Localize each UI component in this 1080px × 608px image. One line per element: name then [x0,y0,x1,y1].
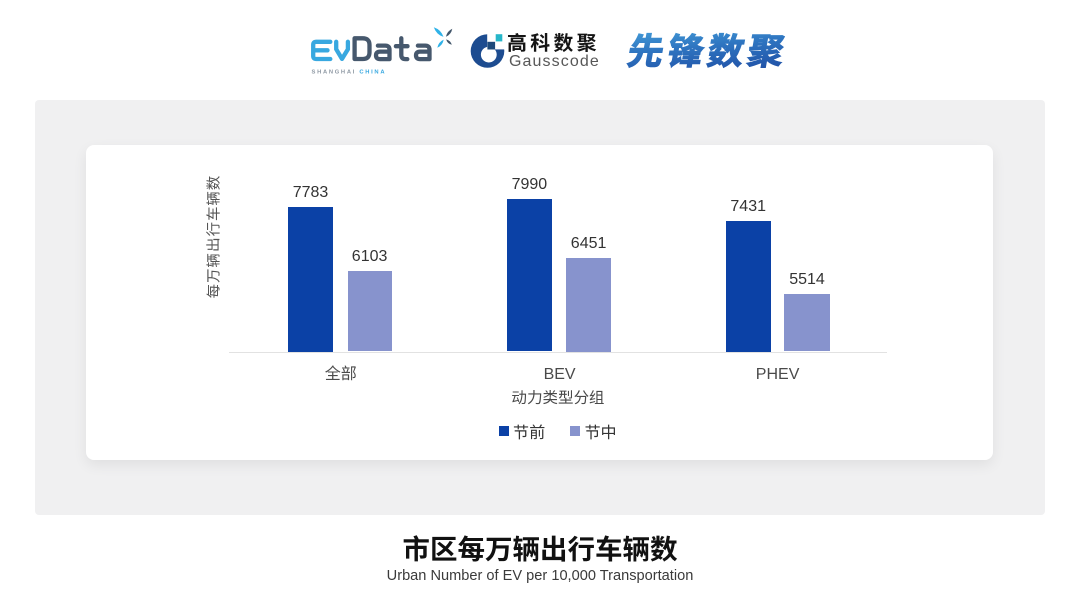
svg-text:先锋数聚: 先锋数聚 [624,23,793,75]
svg-text:SHANGHAI CHINA: SHANGHAI CHINA [312,70,387,76]
